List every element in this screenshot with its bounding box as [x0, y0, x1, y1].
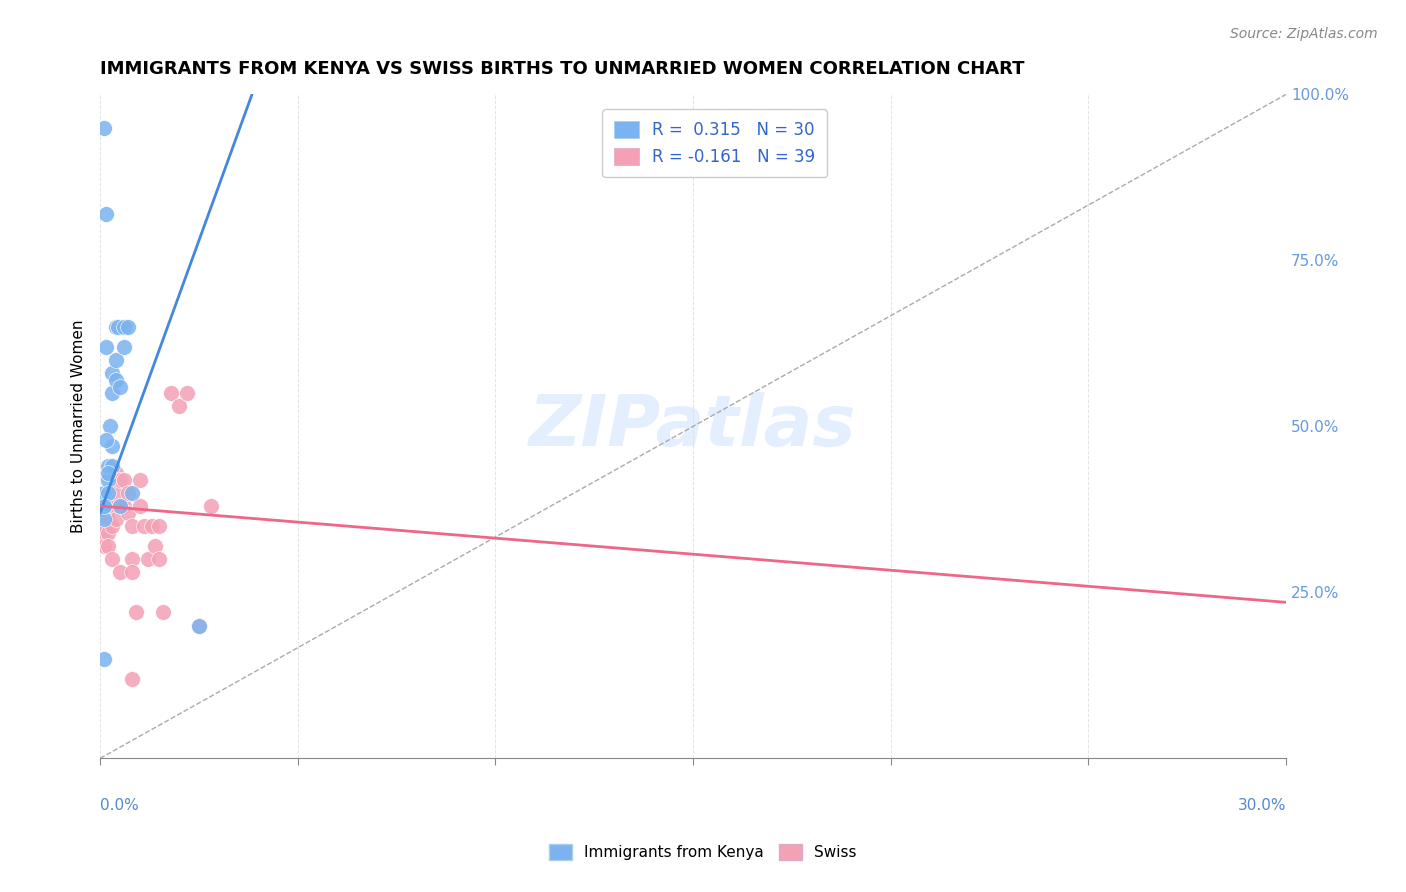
Text: IMMIGRANTS FROM KENYA VS SWISS BIRTHS TO UNMARRIED WOMEN CORRELATION CHART: IMMIGRANTS FROM KENYA VS SWISS BIRTHS TO…: [100, 60, 1025, 78]
Point: [94, 433, 117, 447]
Legend: Immigrants from Kenya, Swiss: Immigrants from Kenya, Swiss: [543, 838, 863, 866]
Point: [108, 499, 131, 513]
Point: [125, 605, 148, 619]
Point: [93, 539, 115, 553]
Point: [152, 605, 174, 619]
Text: 30.0%: 30.0%: [1237, 798, 1286, 814]
Point: [104, 512, 127, 526]
Point: [93, 499, 115, 513]
Point: [117, 319, 139, 334]
Legend: R =  0.315   N = 30, R = -0.161   N = 39: R = 0.315 N = 30, R = -0.161 N = 39: [602, 110, 827, 178]
Point: [101, 439, 124, 453]
Point: [128, 473, 150, 487]
Point: [108, 499, 131, 513]
Point: [104, 319, 127, 334]
Point: [117, 485, 139, 500]
Point: [93, 652, 115, 666]
Point: [107, 319, 129, 334]
Point: [128, 499, 150, 513]
Point: [104, 485, 127, 500]
Point: [136, 552, 159, 566]
Point: [104, 353, 127, 368]
Point: [121, 552, 143, 566]
Point: [97, 539, 120, 553]
Point: [93, 120, 115, 135]
Text: 0.0%: 0.0%: [100, 798, 139, 814]
Point: [97, 466, 120, 480]
Point: [187, 618, 209, 632]
Point: [101, 552, 124, 566]
Point: [93, 525, 115, 540]
Point: [148, 552, 170, 566]
Text: Source: ZipAtlas.com: Source: ZipAtlas.com: [1230, 27, 1378, 41]
Point: [112, 473, 135, 487]
Text: ZIPatlas: ZIPatlas: [529, 392, 856, 461]
Point: [97, 459, 120, 474]
Point: [176, 386, 198, 401]
Point: [97, 525, 120, 540]
Point: [93, 519, 115, 533]
Point: [160, 386, 183, 401]
Point: [121, 566, 143, 580]
Point: [112, 319, 135, 334]
Point: [101, 459, 124, 474]
Point: [145, 539, 167, 553]
Point: [112, 499, 135, 513]
Point: [93, 485, 115, 500]
Point: [98, 419, 121, 434]
Point: [108, 379, 131, 393]
Point: [121, 485, 143, 500]
Point: [187, 618, 209, 632]
Point: [141, 519, 163, 533]
Point: [91, 502, 114, 516]
Point: [117, 506, 139, 520]
Y-axis label: Births to Unmarried Women: Births to Unmarried Women: [72, 319, 86, 533]
Point: [94, 207, 117, 221]
Point: [200, 499, 222, 513]
Point: [101, 386, 124, 401]
Point: [97, 485, 120, 500]
Point: [93, 512, 115, 526]
Point: [108, 473, 131, 487]
Point: [167, 400, 190, 414]
Point: [108, 566, 131, 580]
Point: [104, 373, 127, 387]
Point: [101, 499, 124, 513]
Point: [97, 499, 120, 513]
Point: [104, 466, 127, 480]
Point: [148, 519, 170, 533]
Point: [93, 499, 115, 513]
Point: [121, 672, 143, 686]
Point: [94, 340, 117, 354]
Point: [101, 519, 124, 533]
Point: [97, 512, 120, 526]
Point: [101, 366, 124, 380]
Point: [121, 519, 143, 533]
Point: [112, 340, 135, 354]
Point: [132, 519, 155, 533]
Point: [97, 473, 120, 487]
